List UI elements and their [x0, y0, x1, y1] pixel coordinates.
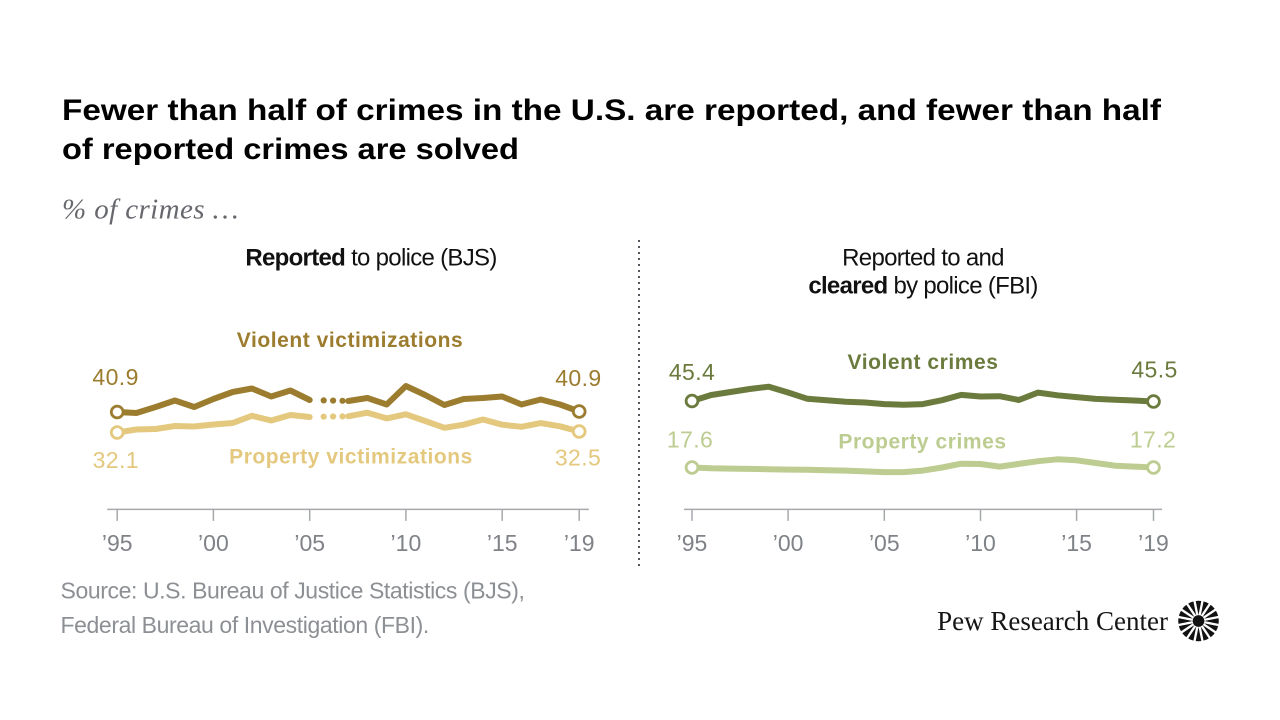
svg-text:’10: ’10 — [965, 530, 996, 556]
svg-text:Violent crimes: Violent crimes — [848, 351, 999, 374]
svg-text:Federal Bureau of Investigatio: Federal Bureau of Investigation (FBI). — [61, 612, 429, 638]
svg-text:Reported to police (BJS): Reported to police (BJS) — [245, 245, 496, 272]
svg-text:’00: ’00 — [198, 530, 229, 556]
svg-text:’00: ’00 — [773, 530, 804, 556]
svg-text:’19: ’19 — [564, 530, 595, 556]
svg-text:Violent victimizations: Violent victimizations — [237, 329, 463, 352]
svg-text:cleared by police (FBI): cleared by police (FBI) — [808, 273, 1037, 300]
svg-text:45.5: 45.5 — [1131, 357, 1177, 383]
svg-text:17.2: 17.2 — [1130, 427, 1176, 453]
svg-text:Property victimizations: Property victimizations — [229, 446, 473, 469]
svg-text:Pew Research Center: Pew Research Center — [937, 606, 1168, 636]
svg-text:Fewer than half of crimes in t: Fewer than half of crimes in the U.S. ar… — [62, 94, 1162, 127]
svg-text:’15: ’15 — [1061, 530, 1092, 556]
svg-text:Source: U.S. Bureau of Justice: Source: U.S. Bureau of Justice Statistic… — [61, 578, 525, 604]
svg-text:’05: ’05 — [294, 530, 325, 556]
svg-text:32.1: 32.1 — [93, 447, 139, 473]
svg-text:% of crimes …: % of crimes … — [62, 194, 239, 226]
svg-text:’95: ’95 — [102, 530, 133, 556]
svg-text:45.4: 45.4 — [669, 359, 715, 385]
svg-text:17.6: 17.6 — [667, 427, 713, 453]
svg-text:32.5: 32.5 — [555, 445, 601, 471]
svg-text:’05: ’05 — [869, 530, 900, 556]
svg-text:Property crimes: Property crimes — [838, 430, 1006, 453]
svg-text:40.9: 40.9 — [92, 364, 138, 390]
svg-text:’10: ’10 — [391, 530, 422, 556]
svg-text:’19: ’19 — [1138, 530, 1169, 556]
svg-text:40.9: 40.9 — [555, 365, 601, 391]
svg-text:of reported crimes are solved: of reported crimes are solved — [62, 133, 519, 166]
svg-text:’95: ’95 — [677, 530, 708, 556]
svg-text:Reported to and: Reported to and — [842, 245, 1004, 272]
svg-text:’15: ’15 — [487, 530, 518, 556]
